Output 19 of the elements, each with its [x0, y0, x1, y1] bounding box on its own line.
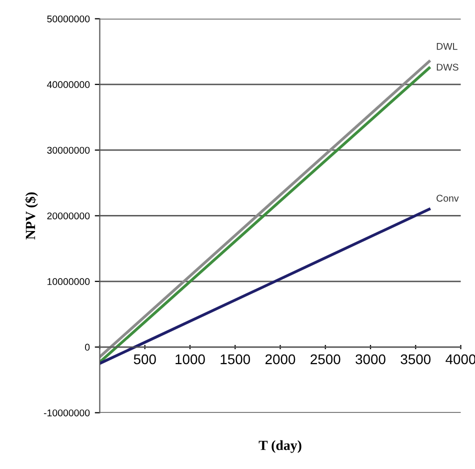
y-tick-label: 10000000	[48, 278, 90, 286]
x-axis-title: T (day)	[258, 440, 302, 453]
series-label: DWL	[436, 43, 458, 50]
x-tick-label: 1000	[176, 354, 205, 364]
y-axis-title: NPV ($)	[24, 192, 38, 240]
x-tick-label: 2000	[266, 354, 296, 364]
x-tick-label: 3000	[356, 354, 386, 364]
x-tick-label: 1500	[220, 354, 250, 364]
x-tick-label: 3500	[400, 354, 431, 364]
series-label: DWS	[436, 64, 458, 71]
y-tick-label: 0	[85, 344, 90, 351]
y-tick-label: 50000000	[47, 15, 90, 22]
y-tick-label: 20000000	[47, 212, 90, 220]
y-tick-label: -10000000	[44, 409, 90, 416]
y-tick-label: 40000000	[47, 81, 90, 88]
x-tick-label: 2500	[310, 354, 340, 364]
y-tick-label: 30000000	[47, 146, 90, 154]
x-tick-label: 500	[134, 354, 156, 364]
series-label: Conv	[436, 194, 459, 202]
